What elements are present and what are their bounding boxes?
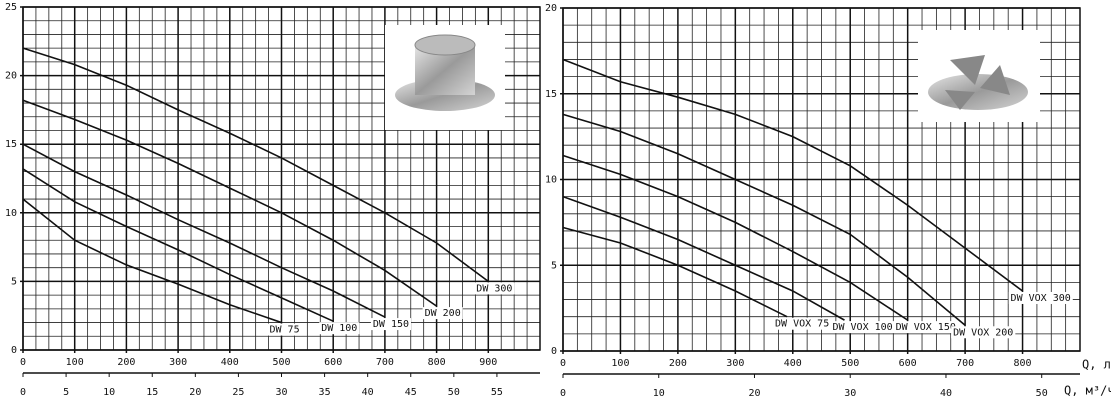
series-label: DW 300 — [476, 283, 512, 294]
label-bg — [951, 326, 1016, 339]
y-tick-label: 20 — [545, 3, 557, 14]
series-label: DW VOX 75 — [775, 319, 829, 330]
x2-tick-label: 30 — [275, 387, 287, 398]
x2-tick-label: 20 — [189, 387, 201, 398]
curve — [562, 154, 909, 321]
y-tick-label: 15 — [5, 139, 17, 150]
series-label: DW 75 — [270, 325, 300, 336]
x-tick-label: 200 — [669, 358, 687, 369]
x-tick-label: 400 — [221, 357, 239, 368]
x2-tick-label: 0 — [20, 387, 26, 398]
x2-tick-label: 55 — [491, 387, 503, 398]
impeller-photo — [385, 25, 505, 130]
x2-tick-label: 40 — [940, 388, 952, 399]
x-tick-label: 100 — [66, 357, 84, 368]
x-tick-label: 300 — [726, 358, 744, 369]
x2-tick-label: 10 — [103, 387, 115, 398]
x-tick-label: 500 — [272, 357, 290, 368]
label-bg — [422, 307, 463, 320]
x-tick-label: 0 — [20, 357, 26, 368]
x-tick-label: 800 — [428, 357, 446, 368]
label-bg — [370, 318, 412, 331]
x2-axis-label: Q, м³/ч — [1064, 384, 1111, 398]
series-label: DW 100 — [321, 323, 357, 334]
x2-tick-label: 20 — [748, 388, 760, 399]
curve — [562, 113, 966, 326]
y-tick-label: 0 — [11, 345, 17, 356]
y-tick-label: 0 — [551, 346, 557, 357]
curve — [22, 168, 334, 322]
label-bg — [474, 282, 515, 295]
x2-tick-label: 25 — [232, 387, 244, 398]
x2-tick-label: 5 — [63, 387, 69, 398]
y-tick-label: 5 — [11, 276, 17, 287]
y-tick-label: 5 — [551, 260, 557, 271]
x-tick-label: 600 — [324, 357, 342, 368]
x-tick-label: 500 — [841, 358, 859, 369]
x2-tick-label: 10 — [653, 388, 665, 399]
y-tick-label: 25 — [5, 2, 17, 13]
x-tick-label: 700 — [956, 358, 974, 369]
label-bg — [773, 317, 832, 330]
curve — [562, 195, 845, 321]
series-label: DW VOX 200 — [953, 327, 1013, 338]
x2-tick-label: 30 — [844, 388, 856, 399]
curve — [562, 58, 1024, 292]
label-bg — [319, 322, 360, 335]
series-label: DW VOX 300 — [1011, 293, 1071, 304]
series-label: DW VOX 100 — [832, 322, 892, 333]
x2-tick-label: 50 — [448, 387, 460, 398]
label-bg — [267, 323, 302, 336]
x2-tick-label: 35 — [319, 387, 331, 398]
curve — [22, 143, 386, 318]
curve — [22, 47, 489, 283]
x-tick-label: 800 — [1014, 358, 1032, 369]
x-tick-label: 900 — [479, 357, 497, 368]
x2-tick-label: 15 — [146, 387, 158, 398]
label-bg — [893, 321, 958, 334]
x-axis-label: Q, л/м — [1082, 358, 1111, 372]
x-tick-label: 600 — [899, 358, 917, 369]
series-label: DW 200 — [425, 308, 461, 319]
x2-tick-label: 0 — [560, 388, 566, 399]
x-tick-label: 100 — [611, 358, 629, 369]
curve — [22, 99, 438, 307]
x-tick-label: 0 — [560, 358, 566, 369]
x-tick-label: 200 — [117, 357, 135, 368]
x2-tick-label: 40 — [362, 387, 374, 398]
curve — [562, 226, 788, 318]
label-bg — [830, 321, 895, 334]
x2-tick-label: 45 — [405, 387, 417, 398]
y-tick-label: 15 — [545, 89, 557, 100]
x-tick-label: 300 — [169, 357, 187, 368]
series-label: DW VOX 150 — [896, 322, 956, 333]
x-tick-label: 700 — [376, 357, 394, 368]
y-tick-label: 10 — [545, 175, 557, 186]
x2-tick-label: 50 — [1036, 388, 1048, 399]
y-tick-label: 10 — [5, 208, 17, 219]
curve — [22, 198, 282, 324]
x-tick-label: 400 — [784, 358, 802, 369]
impeller-photo — [918, 30, 1040, 122]
series-label: DW 150 — [373, 319, 409, 330]
label-bg — [1008, 291, 1073, 304]
y-tick-label: 20 — [5, 71, 17, 82]
